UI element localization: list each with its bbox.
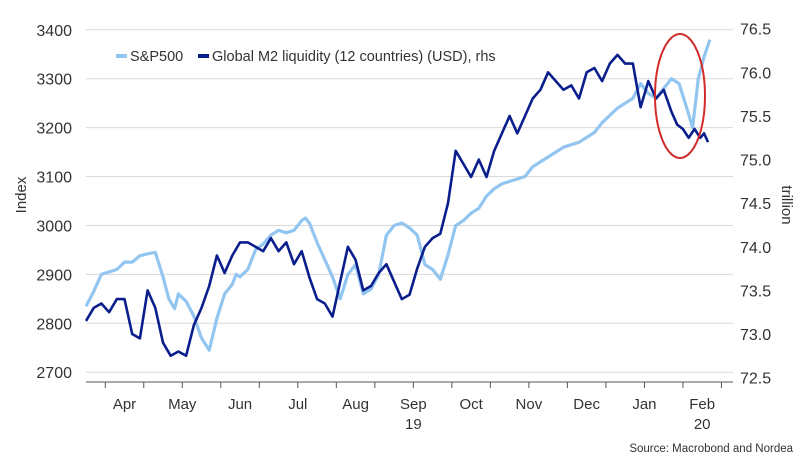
series-line-global-m2	[84, 53, 710, 358]
x-tick-label: Dec	[573, 396, 600, 413]
right-y-axis-tick-labels: 72.5 73.0 73.5 74.0 74.5 75.0 75.5 76.0 76.5	[740, 22, 771, 388]
right-y-tick-label: 74.0	[740, 240, 771, 257]
series-layer	[84, 39, 712, 358]
left-y-tick-label: 3400	[36, 23, 72, 40]
left-y-tick-label: 3200	[36, 121, 72, 138]
source-note: Source: Macrobond and Nordea	[629, 443, 793, 455]
x-tick-label: Nov	[516, 396, 543, 413]
left-y-tick-label: 2800	[36, 316, 72, 333]
right-y-axis-title: trillion	[778, 185, 795, 224]
x-tick-label: Aug	[342, 396, 369, 413]
right-y-tick-label: 72.5	[740, 371, 771, 388]
series-line-sp500	[84, 39, 712, 352]
left-y-tick-label: 2700	[36, 365, 72, 382]
legend: S&P500 Global M2 liquidity (12 countries…	[116, 49, 496, 65]
x-axis-ticks	[104, 382, 722, 388]
right-y-tick-label: 74.5	[740, 196, 771, 213]
x-axis-tick-labels: Apr May Jun Jul Aug Sep Oct Nov Dec Jan Feb	[113, 396, 715, 413]
x-tick-label: May	[168, 396, 197, 413]
year-label: 20	[694, 416, 711, 433]
right-y-tick-label: 73.0	[740, 327, 771, 344]
x-tick-label: Jan	[632, 396, 656, 413]
legend-label-sp500: S&P500	[130, 49, 183, 65]
x-tick-label: Oct	[459, 396, 483, 413]
left-y-tick-label: 3000	[36, 218, 72, 235]
right-y-tick-label: 75.5	[740, 109, 771, 126]
left-y-tick-label: 2900	[36, 267, 72, 284]
x-tick-label: Jul	[288, 396, 307, 413]
x-tick-label: Apr	[113, 396, 136, 413]
right-y-tick-label: 73.5	[740, 283, 771, 300]
right-y-tick-label: 76.5	[740, 22, 771, 39]
x-tick-label: Feb	[689, 396, 715, 413]
legend-label-m2: Global M2 liquidity (12 countries) (USD)…	[212, 49, 496, 65]
left-y-tick-label: 3300	[36, 72, 72, 89]
year-labels: 19 20	[405, 416, 711, 433]
left-y-axis-title: Index	[13, 176, 30, 213]
left-y-tick-label: 3100	[36, 170, 72, 187]
right-y-tick-label: 75.0	[740, 153, 771, 170]
highlight-circle	[654, 33, 706, 159]
year-label: 19	[405, 416, 422, 433]
x-tick-label: Jun	[228, 396, 252, 413]
right-y-tick-label: 76.0	[740, 65, 771, 82]
x-tick-label: Sep	[400, 396, 427, 413]
left-y-axis-tick-labels: 2700 2800 2900 3000 3100 3200 3300 3400	[36, 23, 72, 382]
